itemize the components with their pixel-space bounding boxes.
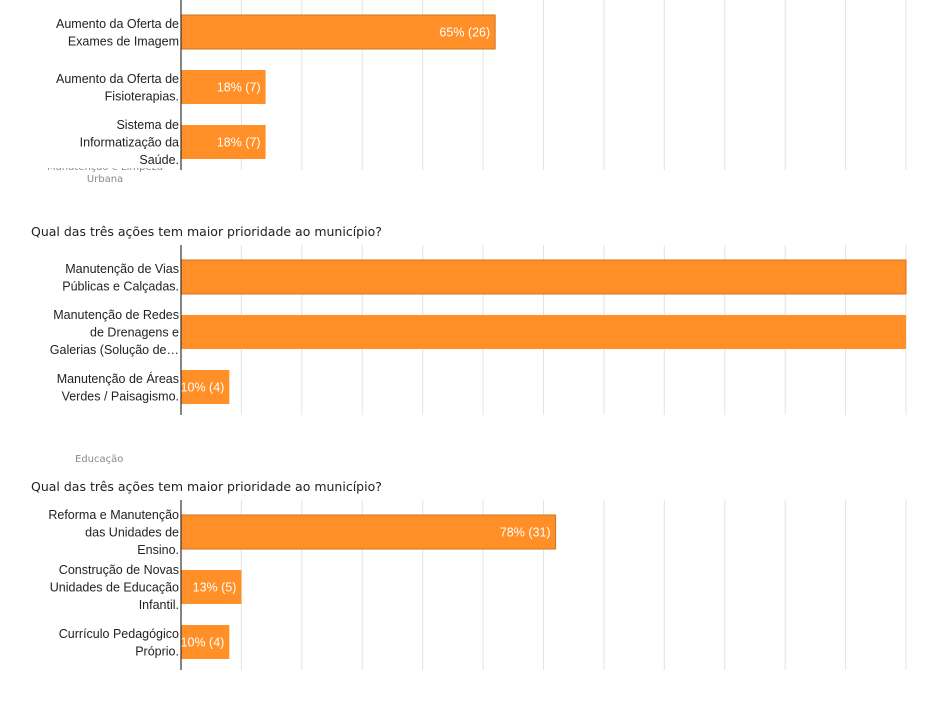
bar (181, 625, 230, 659)
category-label-line: Informatização da (80, 136, 179, 150)
category-label-line: Reforma e Manutenção (48, 508, 179, 522)
category-label: Construção de Novas Unidades de Educação I… (50, 563, 179, 612)
category-label-line: Manutenção de Vias (65, 262, 179, 276)
category-label-line: Próprio. (135, 644, 179, 658)
category-label-line: Galerias (Solução de… (50, 343, 179, 357)
category-label: Aumento da Oferta de Fisioterapias. (56, 72, 179, 104)
category-label-line: Currículo Pedagógico (59, 627, 179, 641)
category-label: Manutenção de Áreas Verdes / Paisagismo. (57, 371, 179, 404)
bar (181, 570, 242, 604)
bar-value-label: 10% (4) (181, 636, 225, 650)
category-label-line: Sistema de (116, 118, 179, 132)
bar (180, 14, 496, 50)
category-label-line: Públicas e Calçadas. (62, 279, 179, 293)
question-title: Qual das três ações tem maior prioridade… (31, 479, 382, 494)
question-title: Qual das três ações tem maior prioridade… (31, 224, 382, 239)
bar (181, 125, 266, 159)
section-label-educacao: Educação (75, 454, 124, 465)
category-label: Aumento da Oferta de Exames de Imagem (56, 17, 179, 49)
bar-chart-manutencao: Manutenção de Vias Públicas e Calçadas.Ma… (50, 245, 907, 415)
category-label-line: Unidades de Educação (50, 581, 179, 595)
category-label-line: Aumento da Oferta de (56, 72, 179, 86)
category-label-line: Exames de Imagem (68, 34, 179, 48)
bar-value-label: 13% (5) (193, 581, 237, 595)
category-label: Manutenção de Redes de Drenagens e Galeria… (50, 308, 179, 357)
section-label-line: Manutenção e Limpeza (46, 162, 164, 173)
category-label: Reforma e Manutenção das Unidades de Ensin… (48, 508, 179, 557)
bar-chart-exames: 65% (26) Aumento da Oferta de Exames de Im… (56, 0, 907, 170)
category-label-line: Saúde. (139, 153, 179, 167)
category-label-line: Infantil. (139, 598, 179, 612)
bar-value-label: 65% (26) (439, 26, 490, 40)
category-label: Sistema de Informatização da Saúde. (80, 118, 179, 167)
bar (181, 70, 266, 104)
bar-chart-educacao: 78% (31) Reforma e Manutenção das Unidades… (48, 500, 907, 670)
category-label-line: Fisioterapias. (105, 89, 179, 103)
category-label: Manutenção de Vias Públicas e Calçadas. (62, 262, 179, 294)
category-label-line: Verdes / Paisagismo. (62, 389, 179, 403)
category-label-line: Construção de Novas (59, 563, 179, 577)
bar (181, 370, 230, 404)
bar-value-label: 10% (4) (181, 381, 225, 395)
bar (180, 259, 907, 295)
section-label-urbana: Manutenção e Limpeza Urbana (40, 162, 170, 186)
category-label-line: Manutenção de Áreas (57, 371, 179, 386)
category-label-line: de Drenagens e (90, 326, 179, 340)
bar-value-label: 18% (7) (217, 81, 261, 95)
bar-value-label: 78% (31) (500, 526, 551, 540)
category-label-line: Manutenção de Redes (53, 308, 179, 322)
bar-value-label: 18% (7) (217, 136, 261, 150)
category-label-line: das Unidades de (85, 526, 179, 540)
section-label-line: Urbana (86, 174, 124, 185)
category-label-line: Aumento da Oferta de (56, 17, 179, 31)
bar (181, 315, 906, 349)
category-label-line: Ensino. (137, 543, 179, 557)
category-label: Currículo Pedagógico Próprio. (59, 627, 179, 659)
